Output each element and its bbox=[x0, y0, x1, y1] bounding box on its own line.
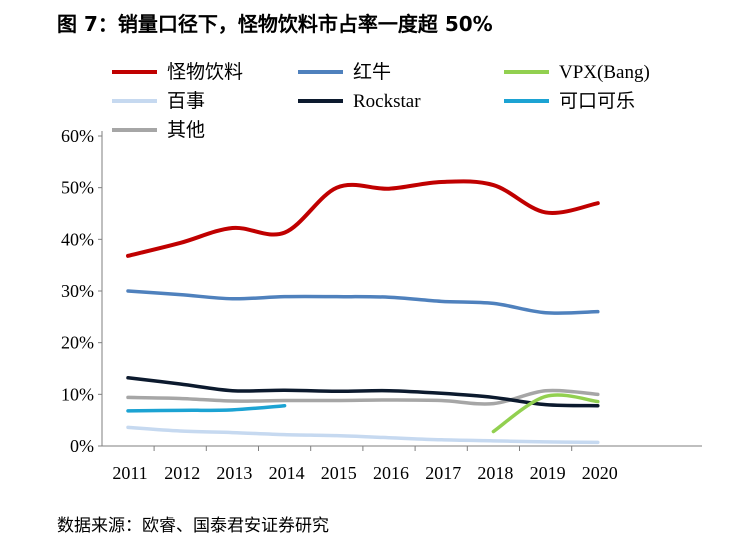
x-tick-label: 2020 bbox=[582, 463, 618, 483]
series-line-6 bbox=[126, 388, 600, 406]
legend-label: 可口可乐 bbox=[559, 90, 635, 112]
x-tick-label: 2016 bbox=[373, 463, 409, 483]
x-tick-label: 2013 bbox=[216, 463, 252, 483]
legend-label: VPX(Bang) bbox=[559, 62, 650, 83]
legend-label: 百事 bbox=[167, 90, 205, 112]
legend-label: Rockstar bbox=[353, 91, 421, 112]
x-tick-label: 2015 bbox=[321, 463, 357, 483]
chart-title: 图 7：销量口径下，怪物饮料市占率一度超 50% bbox=[57, 12, 493, 36]
y-tick-label: 30% bbox=[61, 281, 94, 301]
x-tick-label: 2012 bbox=[164, 463, 200, 483]
series-line-1 bbox=[126, 289, 600, 315]
x-tick-label: 2014 bbox=[269, 463, 305, 483]
series-line-0 bbox=[126, 179, 600, 258]
legend-label: 其他 bbox=[167, 119, 205, 141]
series-line-4 bbox=[126, 376, 600, 408]
legend-label: 怪物饮料 bbox=[167, 61, 243, 83]
series-line-2 bbox=[491, 393, 600, 434]
x-tick-label: 2017 bbox=[425, 463, 461, 483]
y-tick-label: 10% bbox=[61, 384, 94, 404]
x-tick-label: 2011 bbox=[112, 463, 147, 483]
x-tick-label: 2018 bbox=[477, 463, 513, 483]
y-tick-label: 0% bbox=[70, 436, 94, 456]
y-tick-label: 40% bbox=[61, 229, 94, 249]
y-tick-label: 60% bbox=[61, 126, 94, 146]
y-tick-label: 20% bbox=[61, 333, 94, 353]
series-line-5 bbox=[126, 403, 287, 413]
series-line-3 bbox=[126, 425, 600, 445]
legend-label: 红牛 bbox=[353, 61, 391, 83]
x-tick-label: 2019 bbox=[530, 463, 566, 483]
source-note: 数据来源：欧睿、国泰君安证券研究 bbox=[57, 516, 329, 536]
y-tick-label: 50% bbox=[61, 178, 94, 198]
